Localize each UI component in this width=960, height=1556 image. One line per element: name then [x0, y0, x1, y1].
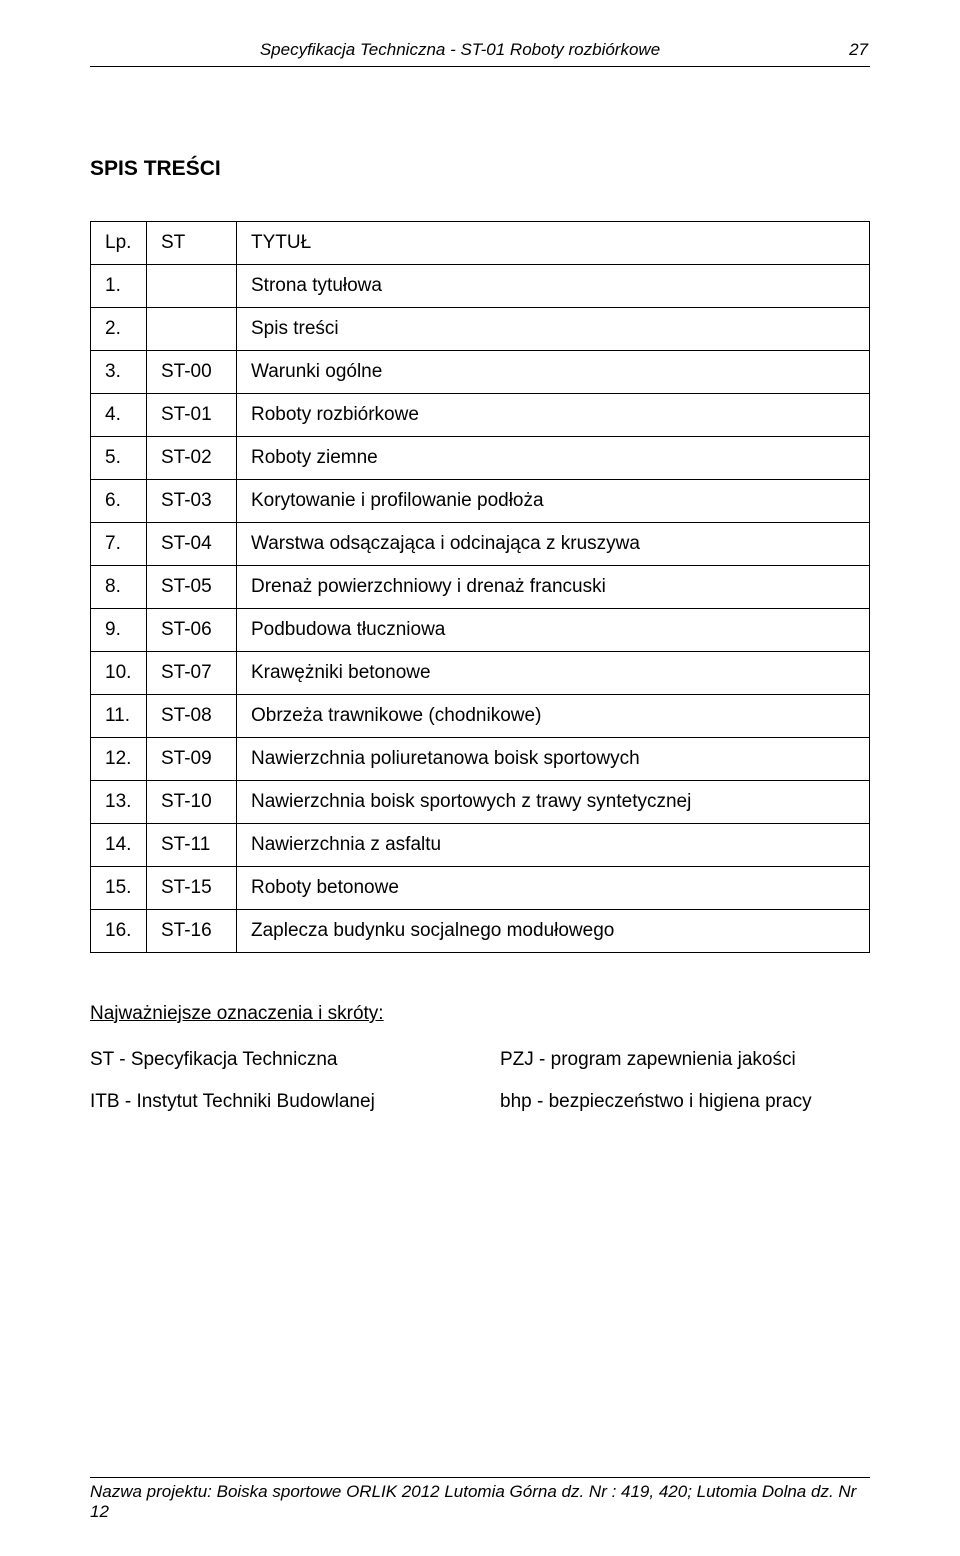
- header-title: Specyfikacja Techniczna - ST-01 Roboty r…: [92, 40, 828, 60]
- abbr-heading: Najważniejsze oznaczenia i skróty:: [90, 1003, 870, 1025]
- cell-st: ST-06: [147, 609, 237, 652]
- section-title: SPIS TREŚCI: [90, 157, 870, 181]
- table-row: 12.ST-09Nawierzchnia poliuretanowa boisk…: [91, 738, 870, 781]
- page-header: Specyfikacja Techniczna - ST-01 Roboty r…: [90, 40, 870, 64]
- abbr-item-bhp: bhp - bezpieczeństwo i higiena pracy: [500, 1091, 870, 1113]
- cell-st: ST-08: [147, 695, 237, 738]
- table-row: 2. Spis treści: [91, 308, 870, 351]
- table-header-row: Lp. ST TYTUŁ: [91, 222, 870, 265]
- table-row: 8.ST-05Drenaż powierzchniowy i drenaż fr…: [91, 566, 870, 609]
- toc-table: Lp. ST TYTUŁ 1. Strona tytułowa 2. Spis tr…: [90, 221, 870, 953]
- table-row: 15.ST-15Roboty betonowe: [91, 867, 870, 910]
- cell-num: 14.: [91, 824, 147, 867]
- abbr-grid: ST - Specyfikacja Techniczna PZJ - progr…: [90, 1049, 870, 1113]
- cell-title: Podbudowa tłuczniowa: [237, 609, 870, 652]
- abbr-item-itb: ITB - Instytut Techniki Budowlanej: [90, 1091, 460, 1113]
- cell-num: 5.: [91, 437, 147, 480]
- table-row: 14.ST-11Nawierzchnia z asfaltu: [91, 824, 870, 867]
- cell-st: [147, 308, 237, 351]
- page-footer: Nazwa projektu: Boiska sportowe ORLIK 20…: [90, 1477, 870, 1522]
- table-row: 9.ST-06Podbudowa tłuczniowa: [91, 609, 870, 652]
- cell-num: 2.: [91, 308, 147, 351]
- table-row: 11.ST-08Obrzeża trawnikowe (chodnikowe): [91, 695, 870, 738]
- cell-title: Warstwa odsączająca i odcinająca z krusz…: [237, 523, 870, 566]
- cell-title: Nawierzchnia boisk sportowych z trawy sy…: [237, 781, 870, 824]
- table-row: 3.ST-00Warunki ogólne: [91, 351, 870, 394]
- cell-title: Roboty betonowe: [237, 867, 870, 910]
- cell-num: 8.: [91, 566, 147, 609]
- cell-title: Spis treści: [237, 308, 870, 351]
- cell-title: Korytowanie i profilowanie podłoża: [237, 480, 870, 523]
- cell-num: 7.: [91, 523, 147, 566]
- cell-st: ST-16: [147, 910, 237, 953]
- footer-text: Nazwa projektu: Boiska sportowe ORLIK 20…: [90, 1482, 870, 1522]
- cell-title: Drenaż powierzchniowy i drenaż francuski: [237, 566, 870, 609]
- table-row: 13.ST-10Nawierzchnia boisk sportowych z …: [91, 781, 870, 824]
- header-page-number: 27: [828, 40, 868, 60]
- cell-num: 13.: [91, 781, 147, 824]
- col-header-lp: Lp.: [91, 222, 147, 265]
- cell-title: Zaplecza budynku socjalnego modułowego: [237, 910, 870, 953]
- cell-num: 10.: [91, 652, 147, 695]
- footer-rule: [90, 1477, 870, 1478]
- cell-st: ST-02: [147, 437, 237, 480]
- cell-num: 9.: [91, 609, 147, 652]
- cell-num: 12.: [91, 738, 147, 781]
- cell-st: ST-01: [147, 394, 237, 437]
- cell-num: 3.: [91, 351, 147, 394]
- cell-title: Obrzeża trawnikowe (chodnikowe): [237, 695, 870, 738]
- col-header-st: ST: [147, 222, 237, 265]
- cell-num: 15.: [91, 867, 147, 910]
- cell-title: Roboty ziemne: [237, 437, 870, 480]
- header-rule: [90, 66, 870, 67]
- cell-num: 1.: [91, 265, 147, 308]
- table-row: 5.ST-02Roboty ziemne: [91, 437, 870, 480]
- table-row: 6.ST-03Korytowanie i profilowanie podłoż…: [91, 480, 870, 523]
- cell-st: ST-00: [147, 351, 237, 394]
- cell-title: Strona tytułowa: [237, 265, 870, 308]
- cell-num: 6.: [91, 480, 147, 523]
- col-header-title: TYTUŁ: [237, 222, 870, 265]
- cell-st: ST-15: [147, 867, 237, 910]
- table-row: 7.ST-04Warstwa odsączająca i odcinająca …: [91, 523, 870, 566]
- cell-num: 16.: [91, 910, 147, 953]
- cell-title: Roboty rozbiórkowe: [237, 394, 870, 437]
- abbr-item-pzj: PZJ - program zapewnienia jakości: [500, 1049, 870, 1071]
- cell-st: ST-05: [147, 566, 237, 609]
- cell-title: Krawężniki betonowe: [237, 652, 870, 695]
- table-row: 4.ST-01Roboty rozbiórkowe: [91, 394, 870, 437]
- page: Specyfikacja Techniczna - ST-01 Roboty r…: [0, 0, 960, 1556]
- cell-title: Nawierzchnia z asfaltu: [237, 824, 870, 867]
- cell-st: ST-10: [147, 781, 237, 824]
- cell-num: 11.: [91, 695, 147, 738]
- abbr-item-st: ST - Specyfikacja Techniczna: [90, 1049, 460, 1071]
- cell-num: 4.: [91, 394, 147, 437]
- cell-st: ST-03: [147, 480, 237, 523]
- cell-title: Warunki ogólne: [237, 351, 870, 394]
- cell-title: Nawierzchnia poliuretanowa boisk sportow…: [237, 738, 870, 781]
- cell-st: ST-07: [147, 652, 237, 695]
- cell-st: ST-09: [147, 738, 237, 781]
- cell-st: ST-04: [147, 523, 237, 566]
- cell-st: ST-11: [147, 824, 237, 867]
- cell-st: [147, 265, 237, 308]
- table-row: 1. Strona tytułowa: [91, 265, 870, 308]
- table-row: 10.ST-07Krawężniki betonowe: [91, 652, 870, 695]
- table-row: 16.ST-16Zaplecza budynku socjalnego modu…: [91, 910, 870, 953]
